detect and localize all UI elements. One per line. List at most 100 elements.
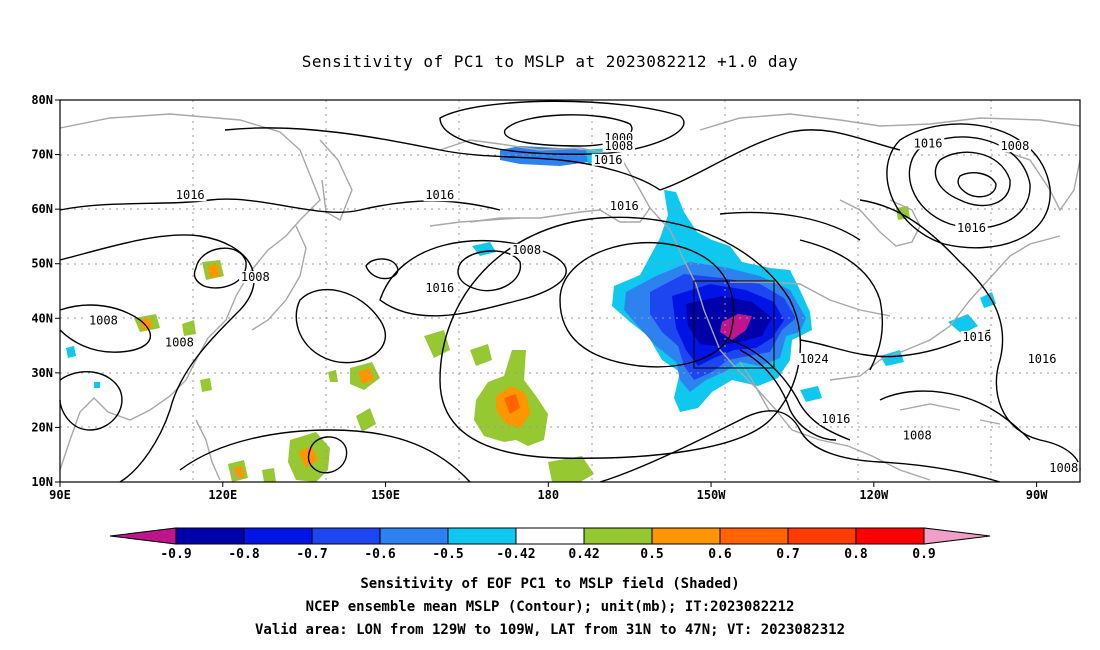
lat-tick-label: 40N <box>31 311 53 325</box>
coast-na-baja <box>739 361 771 413</box>
contour-pacific-high-1024 <box>559 242 735 368</box>
contour-nw-pacific-1016-b <box>295 288 387 364</box>
contour-label-bg <box>998 140 1032 153</box>
lon-tick-label: 150W <box>697 488 727 502</box>
map-frame <box>59 99 1081 483</box>
contour-wpac-1008 <box>179 429 471 483</box>
contour-label-bg <box>591 153 625 166</box>
colorbar-label: -0.5 <box>432 547 463 562</box>
contour-label: 1016 <box>425 188 454 202</box>
map-title: Sensitivity of PC1 to MSLP at 2023082212… <box>302 52 799 71</box>
contour-asia-1008-b <box>193 247 247 289</box>
contour-pacific-high-1016 <box>439 216 802 459</box>
contour-arctic-1016-east <box>659 129 901 191</box>
colorbar-segment <box>787 527 857 545</box>
lon-tick-label: 90E <box>49 488 71 502</box>
contour-arctic-low-1008 <box>439 100 685 155</box>
colorbar-label: 0.8 <box>844 547 868 562</box>
colorbar-segment <box>651 527 721 545</box>
contour-label-bg <box>239 271 272 284</box>
coast-na-east <box>791 235 1061 481</box>
contour-label: 1016 <box>1028 352 1057 366</box>
contour-asia-1008-a <box>59 304 152 353</box>
colorbar-over-triangle <box>923 527 991 545</box>
contour-label: 1008 <box>1000 139 1029 153</box>
shade-pacific-positive-core <box>504 394 520 414</box>
shade-atlantic-small <box>948 292 996 334</box>
contour-label-bg <box>174 189 207 202</box>
coast-na-west <box>649 207 793 431</box>
colorbar-segment <box>447 527 517 545</box>
contour-greenland-low-2 <box>957 172 997 198</box>
contour-label-bg <box>1025 352 1059 365</box>
contour-arctic-1016-west <box>224 127 661 191</box>
lon-tick-label: 150E <box>371 488 400 502</box>
lon-tick-label: 120W <box>859 488 889 502</box>
colorbar-label: -0.8 <box>228 547 259 562</box>
contour-pacific-low-1008 <box>457 250 522 292</box>
shade-misc-negative <box>66 346 100 388</box>
contour-mexico-low-2 <box>729 339 851 441</box>
shade-west-coast-max <box>720 314 752 340</box>
contour-label-bg <box>960 331 994 344</box>
contour-label-bg <box>797 352 831 365</box>
contour-label: 1008 <box>903 428 932 442</box>
coast-arctic-islands <box>699 113 1081 131</box>
contour-wpac-low <box>307 436 348 474</box>
contour-label: 1008 <box>89 314 118 328</box>
contour-label: 1016 <box>914 136 943 150</box>
contour-label: 1024 <box>800 352 829 366</box>
coastlines <box>59 113 1081 481</box>
lat-tick-label: 80N <box>31 93 53 107</box>
contour-label: 1008 <box>604 139 633 153</box>
caption-line-3: Valid area: LON from 129W to 109W, LAT f… <box>255 622 845 638</box>
lat-tick-label: 70N <box>31 148 53 162</box>
contour-label-bg <box>423 189 456 202</box>
contour-mexico-low-1 <box>739 349 837 441</box>
valid-area-box <box>693 280 775 369</box>
caption-line-2: NCEP ensemble mean MSLP (Contour); unit(… <box>306 599 795 615</box>
mslp-contours <box>59 100 1081 483</box>
contour-asia-1016-c <box>59 234 255 483</box>
colorbar-label: -0.7 <box>296 547 327 562</box>
contour-label-bg <box>163 336 196 349</box>
lat-tick-label: 50N <box>31 257 53 271</box>
colorbar-segment <box>175 527 245 545</box>
contour-label: 1008 <box>165 336 194 350</box>
contour-greenland-low <box>934 151 1011 207</box>
contour-label-bg <box>510 243 543 256</box>
coast-us-border <box>730 281 891 317</box>
colorbar: -0.9 -0.8 -0.7 -0.6 -0.5 -0.42 0.42 0.5 0.6 0.7 0.… <box>109 527 991 562</box>
colorbar-segment <box>515 527 585 545</box>
colorbar-label: 0.6 <box>708 547 732 562</box>
sensitivity-shading <box>66 146 996 482</box>
contour-label: 1016 <box>594 153 623 167</box>
contour-na-1016-north <box>719 211 861 241</box>
contour-asia-1008-d <box>59 371 123 431</box>
contour-label: 1008 <box>241 270 270 284</box>
colorbar-label: -0.42 <box>496 547 535 562</box>
contour-label-bg <box>1047 462 1080 475</box>
axis-ticks: 90E120E150E180150W120W90W60W80N70N60N50N… <box>31 93 1048 502</box>
contour-labels: 1000100810161016100810161016101610161000… <box>87 131 1080 475</box>
contour-label: 1016 <box>962 330 991 344</box>
coast-hudson-bay <box>839 199 921 247</box>
contour-greenland-low-4 <box>886 123 1051 249</box>
lat-tick-label: 10N <box>31 475 53 489</box>
coast-caribbean <box>899 403 1001 425</box>
colorbar-label: 0.5 <box>640 547 663 562</box>
contour-label-bg <box>901 429 934 442</box>
colorbar-label: 0.9 <box>912 547 935 562</box>
contour-label: 1008 <box>512 243 541 257</box>
contour-label-bg <box>608 200 641 213</box>
colorbar-label: 0.42 <box>568 547 599 562</box>
colorbar-segment <box>311 527 381 545</box>
contour-tropical-1008 <box>599 410 1001 483</box>
contour-pacific-1008 <box>379 240 567 317</box>
contour-atlantic-1016 <box>859 199 1081 471</box>
colorbar-label: 0.7 <box>776 547 799 562</box>
contour-label: 1016 <box>425 281 454 295</box>
coast-japan <box>251 225 307 331</box>
lon-tick-label: 120E <box>208 488 237 502</box>
